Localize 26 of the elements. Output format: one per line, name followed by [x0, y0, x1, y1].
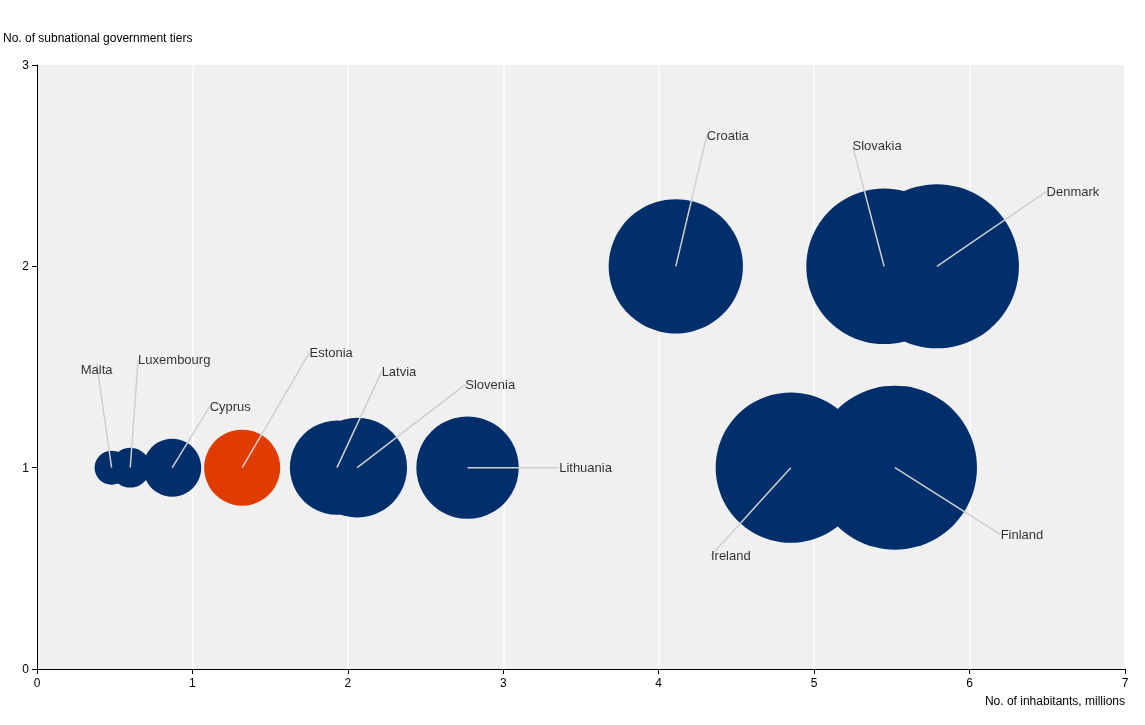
y-tick-label: 0 — [22, 662, 30, 676]
x-tick-label: 0 — [33, 676, 41, 690]
annotation: Finland — [1000, 527, 1044, 543]
annotation: Luxembourg — [138, 352, 211, 368]
x-axis-title: No. of inhabitants, millions — [984, 694, 1125, 708]
x-tick-label: 1 — [189, 676, 197, 690]
annotation: Denmark — [1046, 183, 1100, 199]
y-tick-label: 1 — [22, 460, 30, 475]
annotation: Slovenia — [465, 377, 516, 393]
annotation: Estonia — [309, 345, 354, 361]
x-tick-label: 6 — [966, 676, 974, 690]
y-tick-label: 2 — [22, 259, 30, 274]
annotation: Cyprus — [209, 399, 252, 415]
annotation: Latvia — [381, 364, 418, 380]
x-tick-label: 3 — [499, 676, 507, 690]
annotation: Ireland — [710, 548, 751, 564]
x-tick-label: 7 — [1121, 676, 1129, 690]
x-tick-label: 2 — [344, 676, 352, 690]
y-axis-title: No. of subnational government tiers — [3, 31, 193, 45]
annotation: Slovakia — [852, 137, 903, 153]
annotation: Malta — [80, 362, 114, 378]
x-tick-label: 5 — [810, 676, 818, 690]
annotation: Croatia — [706, 127, 750, 143]
annotation: Lithuania — [559, 460, 613, 476]
x-tick-label: 4 — [655, 676, 663, 690]
y-tick-label: 3 — [22, 58, 30, 72]
